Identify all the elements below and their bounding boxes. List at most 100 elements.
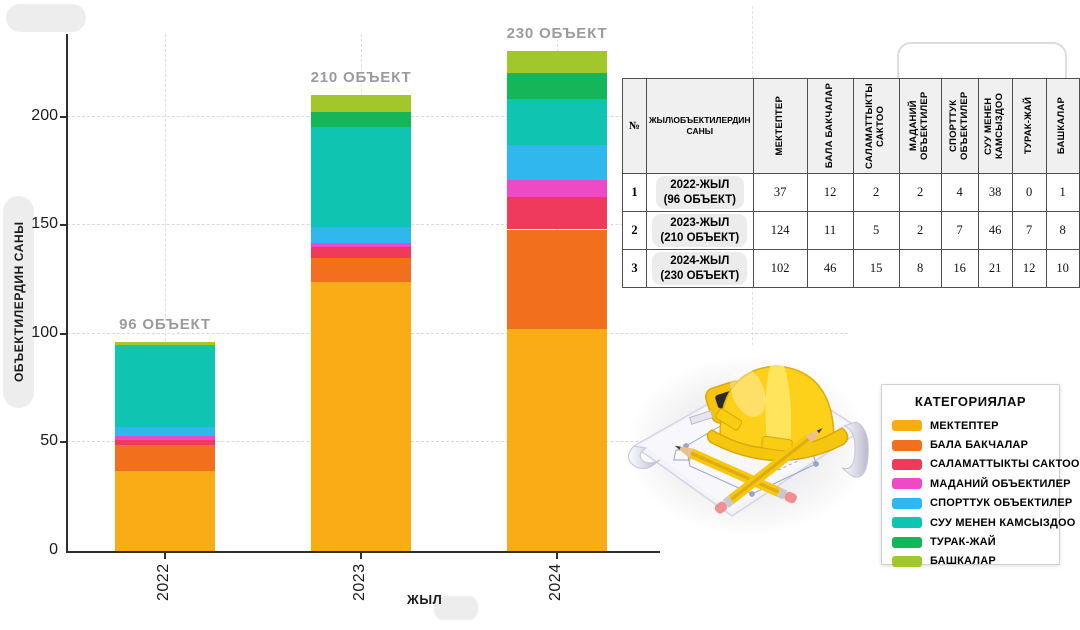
y-axis-tick-label: 50: [40, 432, 58, 450]
pencil-icon: [674, 428, 823, 514]
y-axis-tick-label: 100: [31, 323, 58, 341]
legend-item: БАШКАЛАР: [892, 552, 1059, 571]
y-axis-tick-label: 200: [31, 106, 58, 124]
table-cell-value: 2: [898, 173, 942, 212]
table-cell-year: 2023-ЖЫЛ (210 ОБЪЕКТ): [646, 211, 754, 250]
legend-items: МЕКТЕПТЕР БАЛА БАКЧАЛАР САЛАМАТТЫКТЫ САКТО…: [892, 416, 1079, 571]
y-axis-tick: [60, 224, 67, 227]
y-axis-tick-label: 0: [49, 541, 58, 558]
x-axis-line: [66, 551, 660, 553]
table-row: 2 2023-ЖЫЛ (210 ОБЪЕКТ) 124 11 5 2 7 46 7 8: [622, 211, 1080, 250]
legend-item: САЛАМАТТЫКТЫ САКТОО: [892, 455, 1079, 474]
gridline-horizontal: [67, 115, 848, 117]
y-axis-tick: [60, 115, 67, 118]
y-axis-tick: [60, 441, 67, 444]
legend-item-label: СПОРТТУК ОБЪЕКТИЛЕР: [930, 497, 1073, 510]
table-row: 3 2024-ЖЫЛ (230 ОБЪЕКТ) 102 46 15 8 16 21 12 10: [622, 249, 1080, 288]
legend-swatch: [892, 555, 922, 567]
bar-segment: [311, 242, 411, 247]
legend-item-label: БАЛА БАКЧАЛАР: [930, 439, 1029, 452]
bar-segment: [507, 229, 607, 330]
data-table-container: № ЖЫЛ\ОБЪЕКТИЛЕРДИН САНЫ МЕКТЕПТЕР БАЛА БАК…: [622, 78, 1080, 288]
table-cell-value: 12: [1011, 249, 1047, 288]
bar-segment: [311, 257, 411, 282]
table-cell-value: 12: [806, 173, 854, 212]
table-cell-value: 8: [1045, 211, 1080, 250]
y-axis-tick-label: 150: [31, 215, 58, 233]
bar-segment: [311, 94, 411, 113]
legend-item-label: СУУ МЕНЕН КАМСЫЗДОО: [930, 516, 1076, 529]
gridline-horizontal: [67, 332, 848, 334]
legend-swatch: [892, 458, 922, 470]
bar-total-label: 96 ОБЪЕКТ: [119, 316, 211, 334]
table-cell-value: 102: [752, 249, 808, 288]
bar-segment: [311, 227, 411, 243]
objects-by-year-table: № ЖЫЛ\ОБЪЕКТИЛЕРДИН САНЫ МЕКТЕПТЕР БАЛА БАК…: [622, 78, 1080, 288]
table-header-category: СУУ МЕНЕН КАМСЫЗДОО: [977, 78, 1013, 174]
legend-title: КАТЕГОРИЯЛАР: [914, 394, 1027, 409]
table-cell-year: 2022-ЖЫЛ (96 ОБЪЕКТ): [646, 173, 754, 212]
table-cell-value: 124: [752, 211, 808, 250]
legend-item: СПОРТТУК ОБЪЕКТИЛЕР: [892, 494, 1072, 513]
table-header-category: СПОРТТУК ОБЪЕКТИЛЕР: [940, 78, 979, 174]
bar-segment: [115, 344, 215, 428]
legend-item-label: МЕКТЕПТЕР: [930, 419, 999, 432]
table-header-category: ТУРАК-ЖАЙ: [1011, 78, 1047, 174]
legend-swatch: [892, 439, 922, 451]
chart-legend: КАТЕГОРИЯЛАР МЕКТЕПТЕР БАЛА БАКЧАЛАР САЛАМ…: [881, 384, 1079, 567]
bar-segment: [507, 179, 607, 197]
x-axis-tick-label: 2022: [155, 563, 172, 601]
x-axis-title: ЖЫЛ: [407, 592, 443, 607]
bar-segment: [311, 246, 411, 258]
x-axis-tick: [556, 553, 558, 559]
bar-segment: [115, 444, 215, 471]
table-header-category: МЕКТЕПТЕР: [752, 78, 808, 174]
legend-item-label: ТУРАК-ЖАЙ: [930, 536, 996, 549]
x-axis-tick-label: 2023: [351, 563, 368, 601]
table-cell-value: 4: [940, 173, 979, 212]
bar-segment: [311, 112, 411, 128]
table-header-year: ЖЫЛ\ОБЪЕКТИЛЕРДИН САНЫ: [646, 78, 754, 174]
legend-item: МАДАНИЙ ОБЪЕКТИЛЕР: [892, 474, 1070, 493]
table-cell-value: 8: [898, 249, 942, 288]
bar-segment: [115, 342, 215, 345]
bar-segment: [115, 440, 215, 445]
table-cell-value: 15: [852, 249, 900, 288]
table-cell-value: 7: [1011, 211, 1047, 250]
highlight-blob-top-left: [6, 4, 86, 32]
table-cell-rownum: 1: [622, 173, 647, 212]
bar-segment: [507, 51, 607, 74]
y-axis-title: ОБЪЕКТИЛЕРДИН САНЫ: [12, 221, 26, 383]
x-axis-label-highlight: [434, 596, 478, 620]
table-cell-value: 37: [752, 173, 808, 212]
table-cell-value: 21: [977, 249, 1013, 288]
bar-segment: [507, 329, 607, 551]
table-cell-value: 10: [1045, 249, 1080, 288]
table-cell-value: 11: [806, 211, 854, 250]
legend-item-label: МАДАНИЙ ОБЪЕКТИЛЕР: [930, 477, 1071, 490]
legend-swatch: [892, 536, 922, 548]
hard-hat-icon: [706, 365, 849, 462]
bar-total-label: 230 ОБЪЕКТ: [506, 25, 608, 43]
bar-total-label: 210 ОБЪЕКТ: [310, 68, 412, 86]
gridline-horizontal: [67, 441, 848, 443]
x-axis-tick-label: 2024: [547, 563, 564, 601]
table-row: 1 2022-ЖЫЛ (96 ОБЪЕКТ) 37 12 2 2 4 38 0 1: [622, 173, 1080, 212]
table-cell-year: 2024-ЖЫЛ (230 ОБЪЕКТ): [646, 249, 754, 288]
legend-item: ТУРАК-ЖАЙ: [892, 532, 1059, 551]
legend-item-label: САЛАМАТТЫКТЫ САКТОО: [930, 458, 1080, 471]
table-cell-value: 46: [977, 211, 1013, 250]
table-header-category: МАДАНИЙ ОБЪЕКТИЛЕР: [898, 78, 942, 174]
legend-swatch: [892, 420, 922, 432]
table-cell-value: 46: [806, 249, 854, 288]
legend-item: МЕКТЕПТЕР: [892, 416, 1059, 435]
y-axis-tick: [60, 332, 67, 335]
gridline-horizontal: [67, 224, 848, 226]
bar-segment: [311, 127, 411, 228]
table-cell-value: 0: [1011, 173, 1047, 212]
y-axis-line: [66, 34, 68, 553]
gridline-vertical: [165, 34, 166, 551]
table-cell-value: 2: [898, 211, 942, 250]
table-header-number: №: [622, 78, 647, 174]
